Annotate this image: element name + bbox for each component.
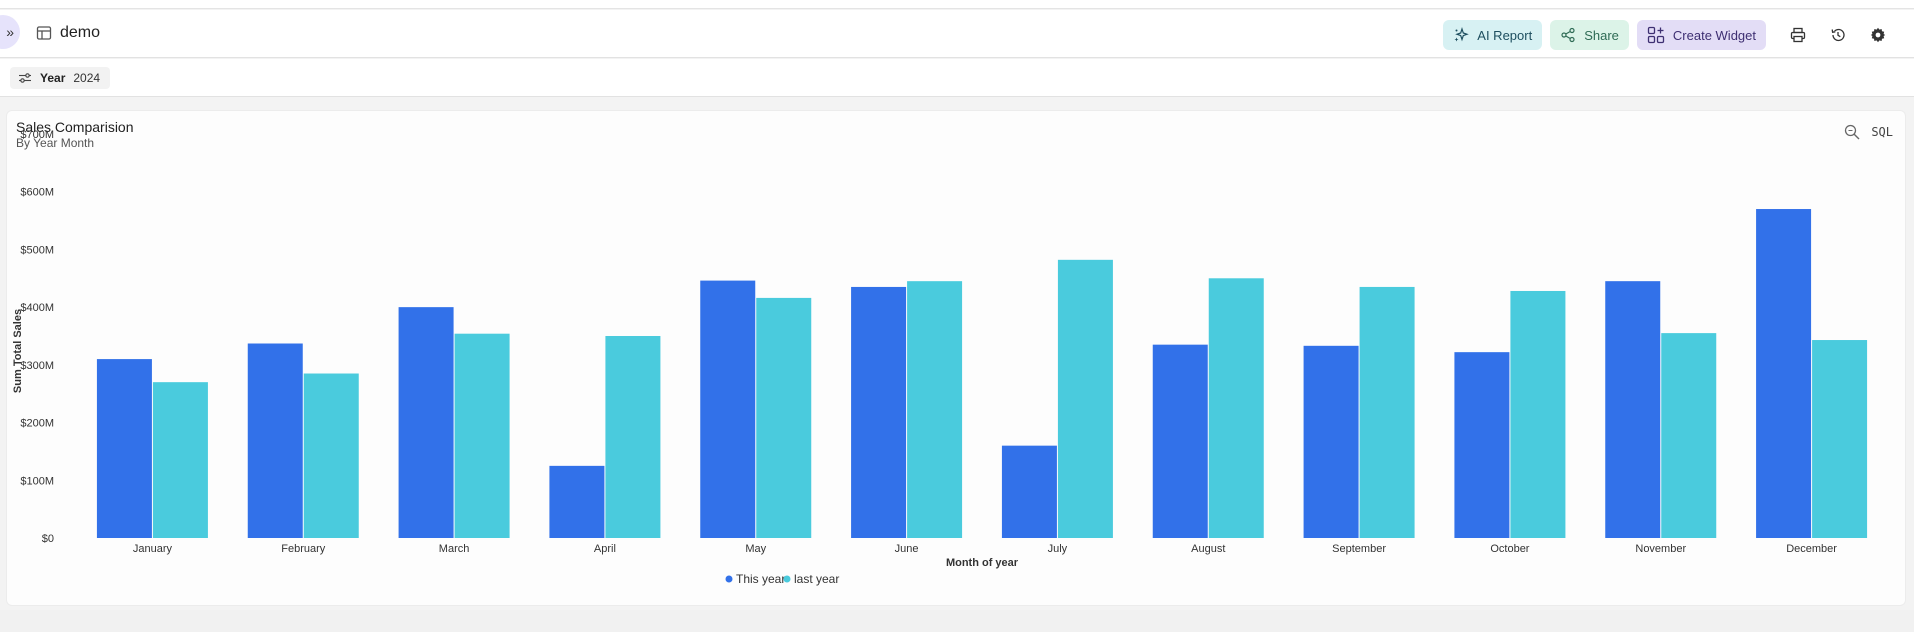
create-widget-button[interactable]: Create Widget <box>1636 20 1766 50</box>
chart-widget: Sales Comparision By Year Month SQL $0 $1… <box>6 110 1906 606</box>
bar-last-year <box>152 382 208 538</box>
bar-last-year <box>1510 290 1566 538</box>
bar-this-year <box>700 280 756 538</box>
sql-button[interactable]: SQL <box>1871 125 1893 139</box>
x-tick-label: July <box>1048 543 1068 555</box>
x-tick-label: February <box>281 543 326 555</box>
y-tick-label: $200M <box>20 418 54 430</box>
table-icon <box>36 26 52 40</box>
x-tick-label: January <box>133 543 173 555</box>
y-axis-label: Sum Total Sales <box>12 309 24 393</box>
x-tick-label: March <box>439 543 470 555</box>
bar-this-year <box>1454 352 1510 538</box>
y-tick-label: $0 <box>42 533 54 545</box>
y-tick-label: $600M <box>20 187 54 199</box>
filter-chip-year[interactable]: Year 2024 <box>10 67 111 89</box>
share-button[interactable]: Share <box>1550 20 1629 50</box>
ai-report-label: AI Report <box>1477 27 1533 43</box>
bar-last-year <box>756 297 812 538</box>
bar-this-year <box>398 307 454 538</box>
bar-this-year <box>1303 345 1359 538</box>
bar-this-year <box>851 286 907 538</box>
history-icon <box>1831 28 1845 42</box>
bar-this-year <box>96 359 152 538</box>
print-button[interactable] <box>1782 20 1814 50</box>
x-tick-label: October <box>1490 543 1529 555</box>
zoom-search-icon[interactable] <box>1843 123 1861 141</box>
filter-value: 2024 <box>73 71 101 85</box>
widget-subtitle: By Year Month <box>16 136 95 150</box>
y-tick-label: $300M <box>20 360 54 372</box>
bar-last-year <box>1057 259 1113 538</box>
dashboard-header: » demo AI Report Share <box>0 10 1914 58</box>
header-actions: AI Report Share Create Widget <box>1443 20 1894 50</box>
legend-marker <box>725 575 733 583</box>
bar-last-year <box>454 333 510 538</box>
bar-this-year <box>1152 344 1208 538</box>
legend-marker <box>783 575 791 583</box>
bar-this-year <box>1605 281 1661 538</box>
widget-tools: SQL <box>1843 123 1893 141</box>
x-tick-label: June <box>895 543 919 555</box>
share-icon <box>1561 27 1575 43</box>
y-tick-label: $500M <box>20 244 54 256</box>
ai-report-button[interactable]: AI Report <box>1443 20 1543 50</box>
x-tick-label: August <box>1191 543 1225 555</box>
x-tick-label: September <box>1332 543 1386 555</box>
page-footer-area <box>0 610 1914 632</box>
bar-last-year <box>605 336 661 538</box>
bar-this-year <box>1756 209 1812 538</box>
add-widget-icon <box>1647 26 1665 44</box>
bar-this-year <box>1001 445 1057 538</box>
y-tick-label: $100M <box>20 475 54 487</box>
bar-last-year <box>1208 278 1264 538</box>
widget-title: Sales Comparision <box>16 119 134 135</box>
expand-sidebar-button[interactable]: » <box>0 15 20 49</box>
x-tick-label: December <box>1786 543 1837 555</box>
sliders-icon <box>19 73 31 83</box>
x-tick-label: May <box>745 543 766 555</box>
bar-last-year <box>1661 333 1717 538</box>
filter-bar: Year 2024 <box>0 59 1914 97</box>
sparkle-icon <box>1454 27 1470 42</box>
bar-last-year <box>303 373 359 538</box>
x-tick-label: November <box>1635 543 1686 555</box>
top-strip <box>0 0 1914 9</box>
share-label: Share <box>1584 27 1619 43</box>
settings-button[interactable] <box>1862 20 1894 50</box>
x-axis-label: Month of year <box>946 557 1019 569</box>
bar-last-year <box>907 281 963 538</box>
history-button[interactable] <box>1822 20 1854 50</box>
dashboard-name: demo <box>60 24 101 41</box>
y-tick-label: $400M <box>20 302 54 314</box>
create-widget-label: Create Widget <box>1672 27 1756 43</box>
dashboard-title: demo <box>36 24 100 42</box>
bar-this-year <box>247 343 303 538</box>
gear-icon <box>1870 27 1886 43</box>
bar-this-year <box>549 465 605 538</box>
y-tick-label: $700M <box>20 129 54 141</box>
bar-last-year <box>1812 340 1868 538</box>
bar-last-year <box>1359 286 1415 538</box>
x-tick-label: April <box>594 543 616 555</box>
printer-icon <box>1790 27 1806 43</box>
legend-label: This year <box>736 572 785 586</box>
filter-key: Year <box>40 71 66 85</box>
legend-label: last year <box>794 572 839 586</box>
bar-chart: $0 $100M $200M $300M $400M $500M $600M $700M Sum… <box>12 129 1868 586</box>
